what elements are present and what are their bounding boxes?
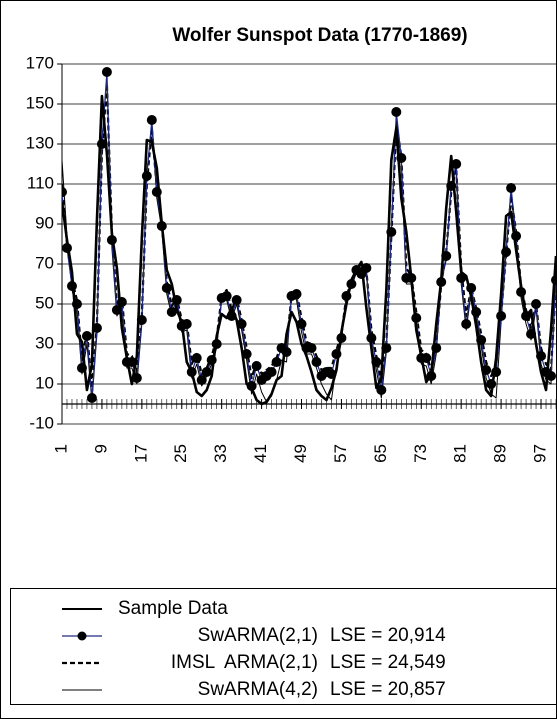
y-tick-label: 110 bbox=[27, 173, 54, 192]
series-marker bbox=[461, 319, 472, 329]
legend-label: Sample Data bbox=[118, 598, 228, 619]
series-marker bbox=[361, 263, 372, 273]
legend-label: SwARMA(2,1) bbox=[198, 625, 318, 646]
series-marker bbox=[196, 375, 207, 385]
x-tick-label: 1 bbox=[51, 444, 70, 453]
x-tick-label: 49 bbox=[291, 444, 310, 463]
series-marker bbox=[531, 299, 542, 309]
x-tick-label: 41 bbox=[251, 444, 270, 463]
series-marker bbox=[161, 283, 172, 293]
series-marker bbox=[221, 291, 232, 301]
series-marker bbox=[496, 311, 507, 321]
series-marker bbox=[101, 67, 112, 77]
x-tick-label: 57 bbox=[331, 444, 350, 463]
chart-title: Wolfer Sunspot Data (1770-1869) bbox=[172, 25, 467, 46]
series-marker bbox=[266, 367, 277, 377]
series-marker bbox=[62, 187, 67, 197]
legend-lse: LSE = 20,857 bbox=[330, 679, 446, 700]
x-tick-label: 65 bbox=[371, 444, 390, 463]
legend-lse: LSE = 24,549 bbox=[330, 652, 446, 673]
series-line bbox=[62, 94, 557, 406]
series-marker bbox=[236, 319, 247, 329]
series-marker bbox=[141, 171, 152, 181]
series-marker bbox=[376, 385, 387, 395]
series-marker bbox=[421, 353, 432, 363]
y-tick-label: 170 bbox=[26, 53, 54, 72]
series-marker bbox=[311, 357, 322, 367]
y-tick-label: 50 bbox=[35, 293, 54, 312]
plot-area bbox=[62, 67, 557, 406]
y-tick-label: 30 bbox=[35, 333, 54, 352]
series-marker bbox=[181, 319, 192, 329]
series-marker bbox=[296, 319, 307, 329]
x-tick-label: 25 bbox=[171, 444, 190, 463]
legend-marker bbox=[77, 631, 87, 641]
series-marker bbox=[271, 357, 282, 367]
series-marker bbox=[506, 183, 517, 193]
y-tick-label: 90 bbox=[35, 213, 54, 232]
x-tick-label: 97 bbox=[531, 444, 550, 463]
series-marker bbox=[251, 361, 262, 371]
x-tick-label: 17 bbox=[131, 444, 150, 463]
x-tick-label: 9 bbox=[91, 444, 110, 453]
x-tick-label: 33 bbox=[211, 444, 230, 463]
y-tick-label: 70 bbox=[35, 253, 54, 272]
series-marker bbox=[246, 381, 257, 391]
x-tick-label: 81 bbox=[451, 444, 470, 463]
y-tick-label: -10 bbox=[29, 413, 54, 432]
legend-lse: LSE = 20,914 bbox=[330, 625, 446, 646]
legend-label: SwARMA(4,2) bbox=[198, 679, 318, 700]
series-marker bbox=[146, 115, 157, 125]
legend-box bbox=[10, 588, 557, 705]
y-tick-label: 150 bbox=[26, 93, 54, 112]
series-marker bbox=[306, 343, 317, 353]
series-marker bbox=[391, 107, 402, 117]
series-marker bbox=[81, 331, 92, 341]
series-marker bbox=[191, 353, 202, 363]
x-tick-label: 73 bbox=[411, 444, 430, 463]
series-marker bbox=[231, 295, 242, 305]
y-tick-label: 130 bbox=[26, 133, 54, 152]
y-tick-label: 10 bbox=[35, 373, 54, 392]
series-marker bbox=[86, 393, 97, 403]
legend-label: IMSL ARMA(2,1) bbox=[171, 652, 318, 673]
series-marker bbox=[166, 307, 177, 317]
series-marker bbox=[201, 367, 212, 377]
x-tick-label: 89 bbox=[491, 444, 510, 463]
series-marker bbox=[291, 289, 302, 299]
series-marker bbox=[451, 159, 462, 169]
